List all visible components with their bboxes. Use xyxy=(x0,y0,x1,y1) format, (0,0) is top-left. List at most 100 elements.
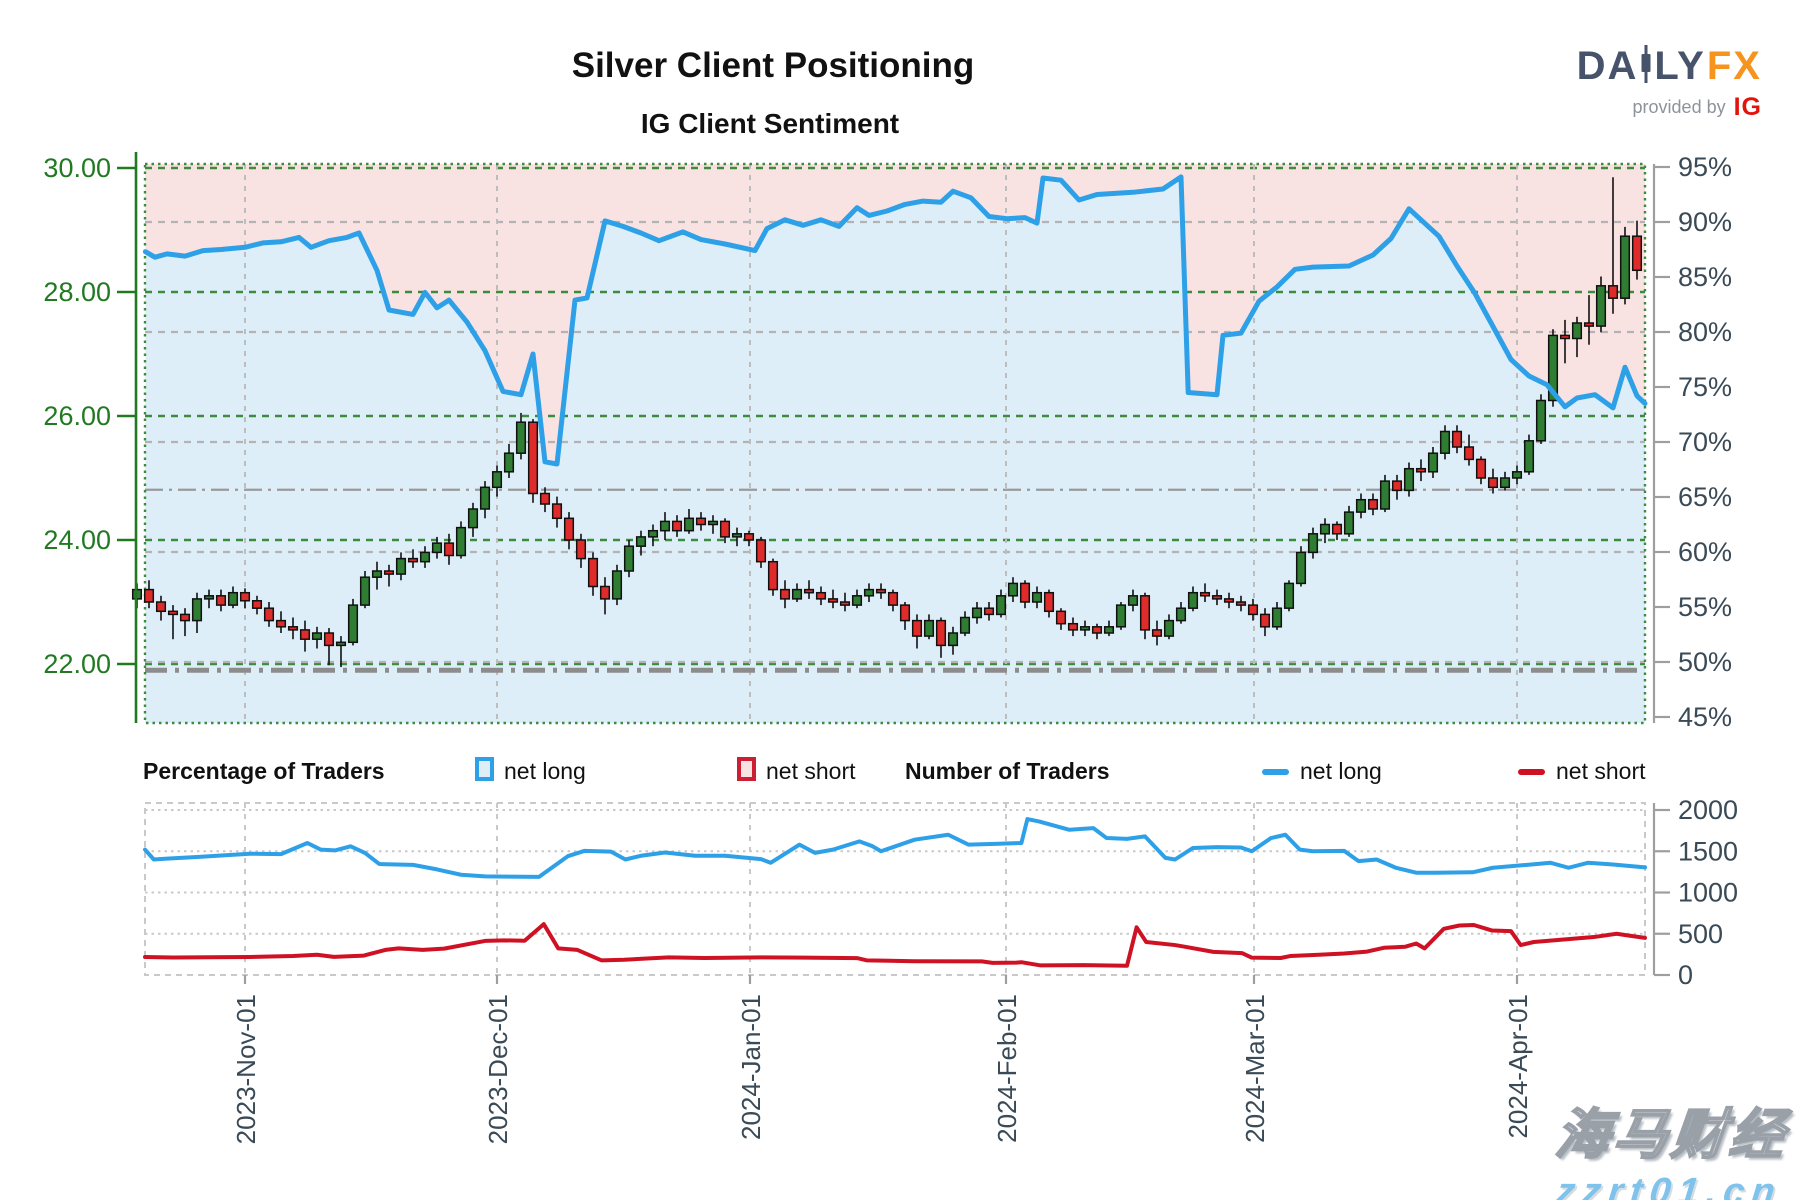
candle-down xyxy=(563,517,575,541)
candle-down xyxy=(575,539,587,560)
candle-up xyxy=(731,533,743,538)
candle-down xyxy=(299,629,311,640)
candle-down xyxy=(587,557,599,588)
watermark-url-text: zzrt01.cn xyxy=(1553,1171,1785,1200)
count-axis-label: 0 xyxy=(1678,960,1693,990)
candle-up xyxy=(479,486,491,510)
candle-up xyxy=(227,591,239,606)
candle-down xyxy=(1199,591,1211,597)
candle-up xyxy=(1595,285,1607,327)
candle-up xyxy=(455,526,467,557)
candle-down xyxy=(1463,446,1475,461)
candle-up xyxy=(503,452,515,473)
candle-up xyxy=(863,588,875,597)
candle-up xyxy=(683,517,695,532)
candle-up xyxy=(1079,626,1091,631)
candle-down xyxy=(539,492,551,505)
candle-up xyxy=(395,557,407,575)
percent-axis-label: 60% xyxy=(1678,537,1732,567)
candle-down xyxy=(143,588,155,603)
count-plot-border xyxy=(144,802,1646,976)
candle-down xyxy=(155,601,167,613)
candle-up xyxy=(647,529,659,538)
net-short-pct-swatch-icon xyxy=(737,757,756,781)
candle-down xyxy=(1487,477,1499,489)
count-axis-label: 1000 xyxy=(1678,878,1738,908)
page-title: Silver Client Positioning xyxy=(571,46,975,85)
candle-down xyxy=(1019,582,1031,603)
candle-down xyxy=(407,557,419,563)
candle-down xyxy=(215,595,227,606)
candle-down xyxy=(1055,610,1067,625)
candle-down xyxy=(1475,458,1487,479)
candle-up xyxy=(515,421,527,454)
candle-up xyxy=(923,619,935,637)
provided-by-text: provided by xyxy=(1632,97,1726,117)
candle-down xyxy=(935,619,947,647)
candle-up xyxy=(203,595,215,600)
percent-axis-label: 65% xyxy=(1678,482,1732,512)
candle-up xyxy=(419,551,431,563)
main-chart-title: IG Client Sentiment xyxy=(640,108,900,139)
candle-down xyxy=(1043,591,1055,613)
candle-down xyxy=(1607,285,1619,299)
main-plot-border xyxy=(143,162,1647,725)
candle-down xyxy=(767,560,779,591)
dailyfx-wordmark-da: DA xyxy=(1576,44,1639,88)
dailyfx-logo: DA LY FX provided by IG xyxy=(1552,44,1762,122)
price-axis-label: 24.00 xyxy=(43,525,111,555)
candle-up xyxy=(791,588,803,600)
watermark-chinese-text: 海马财经 xyxy=(1552,1104,1792,1166)
candle-down xyxy=(1367,498,1379,510)
price-axis-label: 22.00 xyxy=(43,649,111,679)
date-axis-label: 2023-Dec-01 xyxy=(483,994,513,1144)
date-axis-label: 2023-Nov-01 xyxy=(231,994,261,1144)
candle-up xyxy=(1163,619,1175,637)
candle-down xyxy=(1415,467,1427,473)
candle-up xyxy=(1295,551,1307,585)
candle-up xyxy=(659,520,671,532)
legend-net-short-count-label: net short xyxy=(1556,758,1646,784)
date-axis-label: 2024-Apr-01 xyxy=(1503,994,1533,1139)
candle-down xyxy=(887,591,899,606)
candle-down xyxy=(1151,629,1163,637)
net-long-count-line xyxy=(143,817,1647,879)
candle-down xyxy=(911,619,923,637)
ig-logo: IG xyxy=(1733,93,1762,121)
watermark: 海马财经 zzrt01.cn xyxy=(1547,1090,1792,1200)
candle-down xyxy=(1235,601,1247,606)
candle-down xyxy=(839,601,851,606)
candle-down xyxy=(743,533,755,541)
price-axis-label: 28.00 xyxy=(43,277,111,307)
candle-up xyxy=(959,616,971,634)
candle-up xyxy=(1343,511,1355,535)
candle-up xyxy=(707,520,719,526)
candle-up xyxy=(347,604,359,644)
candle-up xyxy=(1439,430,1451,454)
percent-axis-label: 85% xyxy=(1678,262,1732,292)
candle-up xyxy=(491,471,503,489)
candle-down xyxy=(1091,626,1103,634)
candle-up xyxy=(1283,582,1295,609)
candle-down xyxy=(551,503,563,520)
candle-up xyxy=(635,536,647,547)
candle-up xyxy=(1187,591,1199,609)
candlestick-icon xyxy=(1640,44,1652,89)
candle-down xyxy=(815,591,827,600)
net-long-pct-swatch-icon xyxy=(475,757,494,781)
candle-down xyxy=(695,517,707,526)
candle-up xyxy=(1619,235,1631,299)
candle-up xyxy=(371,570,383,578)
net-long-pct-line xyxy=(142,174,1648,467)
candle-up xyxy=(1031,591,1043,603)
candle-up xyxy=(1427,452,1439,473)
date-axis-label: 2024-Jan-01 xyxy=(736,994,766,1140)
candle-up xyxy=(995,595,1007,616)
candle-down xyxy=(167,610,179,616)
candle-up xyxy=(1355,498,1367,513)
candle-down xyxy=(1223,598,1235,603)
percent-axis-label: 70% xyxy=(1678,427,1732,457)
candle-up xyxy=(947,632,959,647)
candle-down xyxy=(263,607,275,622)
